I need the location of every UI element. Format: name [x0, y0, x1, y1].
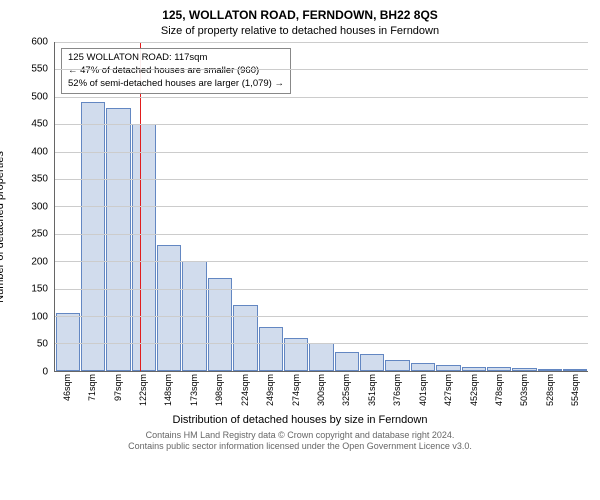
- gridline: [55, 69, 588, 70]
- gridline: [55, 316, 588, 317]
- gridline: [55, 289, 588, 290]
- x-tick: 478sqm: [494, 374, 504, 406]
- bar: [411, 363, 435, 371]
- bar: [512, 368, 536, 371]
- y-tick: 300: [20, 201, 48, 212]
- x-axis: 46sqm 71sqm 97sqm 122sqm 148sqm 173sqm 198sqm 2…: [54, 372, 588, 412]
- x-tick: 274sqm: [291, 374, 301, 406]
- y-tick: 400: [20, 146, 48, 157]
- bar: [233, 305, 257, 371]
- x-tick: 376sqm: [392, 374, 402, 406]
- callout-line-2: ← 47% of detached houses are smaller (96…: [68, 65, 284, 78]
- bar: [309, 343, 333, 370]
- x-tick: 71sqm: [87, 374, 97, 401]
- x-tick: 122sqm: [138, 374, 148, 406]
- gridline: [55, 343, 588, 344]
- bar: [436, 365, 460, 370]
- callout-line-1: 125 WOLLATON ROAD: 117sqm: [68, 52, 284, 65]
- gridline: [55, 124, 588, 125]
- chart-title: 125, WOLLATON ROAD, FERNDOWN, BH22 8QS: [8, 8, 592, 24]
- y-tick: 0: [20, 366, 48, 377]
- x-tick: 427sqm: [443, 374, 453, 406]
- x-tick: 300sqm: [316, 374, 326, 406]
- bar: [462, 367, 486, 371]
- y-tick: 600: [20, 36, 48, 47]
- x-tick: 224sqm: [240, 374, 250, 406]
- callout-line-3: 52% of semi-detached houses are larger (…: [68, 78, 284, 91]
- gridline: [55, 179, 588, 180]
- bar: [487, 367, 511, 371]
- callout-box: 125 WOLLATON ROAD: 117sqm ← 47% of detac…: [61, 48, 291, 94]
- bar: [157, 245, 181, 371]
- x-tick: 528sqm: [545, 374, 555, 406]
- x-tick: 452sqm: [469, 374, 479, 406]
- x-tick: 148sqm: [163, 374, 173, 406]
- gridline: [55, 261, 588, 262]
- y-tick: 350: [20, 174, 48, 185]
- y-tick: 150: [20, 284, 48, 295]
- property-size-chart: 125, WOLLATON ROAD, FERNDOWN, BH22 8QS S…: [8, 8, 592, 492]
- x-axis-label: Distribution of detached houses by size …: [8, 414, 592, 426]
- bar: [259, 327, 283, 371]
- bar: [208, 278, 232, 371]
- footer-line-1: Contains HM Land Registry data © Crown c…: [8, 430, 592, 441]
- x-tick: 249sqm: [265, 374, 275, 406]
- x-tick: 198sqm: [214, 374, 224, 406]
- x-tick: 46sqm: [62, 374, 72, 401]
- x-tick: 503sqm: [519, 374, 529, 406]
- chart-subtitle: Size of property relative to detached ho…: [8, 24, 592, 38]
- gridline: [55, 42, 588, 43]
- y-tick: 250: [20, 229, 48, 240]
- bar: [538, 369, 562, 371]
- y-tick: 500: [20, 91, 48, 102]
- y-tick: 550: [20, 64, 48, 75]
- bar: [360, 354, 384, 370]
- bar: [563, 369, 587, 371]
- y-tick: 50: [20, 339, 48, 350]
- y-axis-label: Number of detached properties: [0, 151, 6, 303]
- x-tick: 554sqm: [570, 374, 580, 406]
- bar: [385, 360, 409, 371]
- bar: [132, 124, 156, 371]
- y-axis: 050100150200250300350400450500550600: [20, 42, 54, 372]
- bar: [106, 108, 130, 371]
- bar: [56, 313, 80, 371]
- x-tick: 351sqm: [367, 374, 377, 406]
- gridline: [55, 234, 588, 235]
- bar: [81, 102, 105, 371]
- y-tick: 100: [20, 311, 48, 322]
- gridline: [55, 97, 588, 98]
- x-tick: 173sqm: [189, 374, 199, 406]
- x-tick: 401sqm: [418, 374, 428, 406]
- x-tick: 325sqm: [341, 374, 351, 406]
- gridline: [55, 206, 588, 207]
- x-tick: 97sqm: [113, 374, 123, 401]
- footer-line-2: Contains public sector information licen…: [8, 441, 592, 452]
- footer: Contains HM Land Registry data © Crown c…: [8, 430, 592, 453]
- gridline: [55, 152, 588, 153]
- plot: 125 WOLLATON ROAD: 117sqm ← 47% of detac…: [54, 42, 588, 372]
- y-tick: 200: [20, 256, 48, 267]
- y-tick: 450: [20, 119, 48, 130]
- plot-area: Number of detached properties 0501001502…: [8, 42, 592, 412]
- bar: [335, 352, 359, 371]
